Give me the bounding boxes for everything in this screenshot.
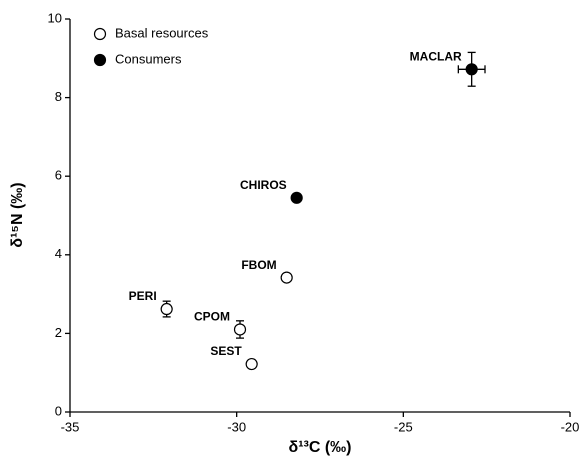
y-tick-label: 2 [55, 325, 62, 340]
y-tick-label: 10 [48, 10, 62, 25]
y-tick-label: 6 [55, 168, 62, 183]
point-label: CHIROS [240, 178, 287, 192]
y-axis-title: δ¹⁵N (‰) [9, 182, 26, 247]
point [233, 323, 247, 336]
y-tick-label: 4 [55, 246, 62, 261]
point [290, 191, 303, 204]
point [245, 357, 258, 371]
point [465, 63, 478, 76]
point [280, 271, 293, 284]
point-label: FBOM [241, 258, 276, 272]
legend-label: Consumers [115, 51, 182, 66]
x-tick-label: -25 [394, 419, 413, 434]
legend-label: Basal resources [115, 25, 209, 40]
x-tick-label: -30 [227, 419, 246, 434]
y-tick-label: 0 [55, 403, 62, 418]
point-label: PERI [129, 289, 157, 303]
point-label: SEST [210, 344, 242, 358]
x-tick-label: -35 [61, 419, 80, 434]
y-tick-label: 8 [55, 89, 62, 104]
x-axis-title: δ¹³C (‰) [288, 439, 351, 456]
point-label: MACLAR [410, 49, 462, 63]
point [160, 302, 173, 316]
legend-marker [93, 27, 107, 41]
legend-marker [93, 53, 107, 67]
x-tick-label: -20 [561, 419, 580, 434]
point-label: CPOM [194, 310, 230, 324]
